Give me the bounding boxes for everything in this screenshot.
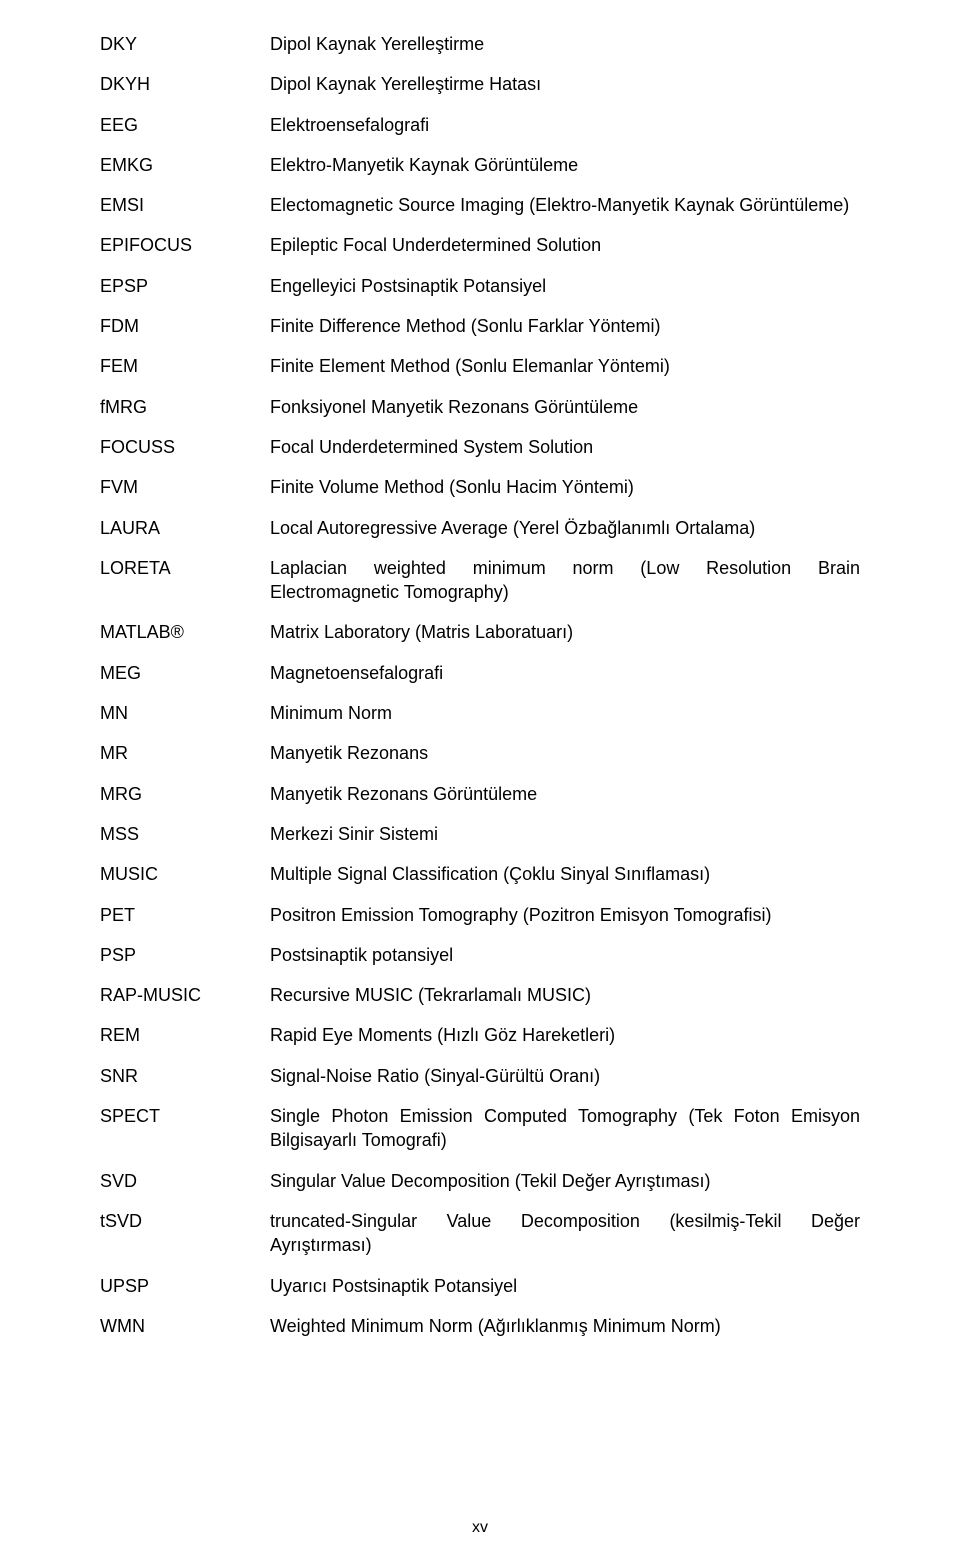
- abbrev-row: WMNWeighted Minimum Norm (Ağırlıklanmış …: [100, 1314, 860, 1338]
- page-number: xv: [0, 1519, 960, 1537]
- abbrev-row: FEMFinite Element Method (Sonlu Elemanla…: [100, 354, 860, 378]
- abbrev-definition: Manyetik Rezonans Görüntüleme: [270, 782, 860, 806]
- abbrev-definition: Magnetoensefalografi: [270, 661, 860, 685]
- abbrev-definition: Finite Difference Method (Sonlu Farklar …: [270, 314, 860, 338]
- abbrev-row: SPECTSingle Photon Emission Computed Tom…: [100, 1104, 860, 1153]
- abbrev-row: MEGMagnetoensefalografi: [100, 661, 860, 685]
- abbrev-row: MUSICMultiple Signal Classification (Çok…: [100, 862, 860, 886]
- abbrev-key: LORETA: [100, 556, 270, 580]
- abbrev-row: SNRSignal-Noise Ratio (Sinyal-Gürültü Or…: [100, 1064, 860, 1088]
- abbrev-key: SVD: [100, 1169, 270, 1193]
- abbrev-row: REMRapid Eye Moments (Hızlı Göz Hareketl…: [100, 1023, 860, 1047]
- abbrev-row: UPSPUyarıcı Postsinaptik Potansiyel: [100, 1274, 860, 1298]
- abbrev-definition: Singular Value Decomposition (Tekil Değe…: [270, 1169, 860, 1193]
- abbrev-key: EPIFOCUS: [100, 233, 270, 257]
- abbrev-key: MR: [100, 741, 270, 765]
- abbrev-key: EEG: [100, 113, 270, 137]
- abbrev-definition: Uyarıcı Postsinaptik Potansiyel: [270, 1274, 860, 1298]
- abbrev-key: LAURA: [100, 516, 270, 540]
- abbrev-row: DKYHDipol Kaynak Yerelleştirme Hatası: [100, 72, 860, 96]
- abbrev-definition: Epileptic Focal Underdetermined Solution: [270, 233, 860, 257]
- abbrev-key: tSVD: [100, 1209, 270, 1233]
- abbrev-key: EPSP: [100, 274, 270, 298]
- abbrev-key: PSP: [100, 943, 270, 967]
- abbrev-definition: Weighted Minimum Norm (Ağırlıklanmış Min…: [270, 1314, 860, 1338]
- abbrev-definition: Local Autoregressive Average (Yerel Özba…: [270, 516, 860, 540]
- abbrev-row: PETPositron Emission Tomography (Pozitro…: [100, 903, 860, 927]
- abbrev-definition: Fonksiyonel Manyetik Rezonans Görüntülem…: [270, 395, 860, 419]
- abbrev-row: FOCUSSFocal Underdetermined System Solut…: [100, 435, 860, 459]
- abbrev-definition: Finite Volume Method (Sonlu Hacim Yöntem…: [270, 475, 860, 499]
- abbrev-definition: Elektroensefalografi: [270, 113, 860, 137]
- abbrev-key: REM: [100, 1023, 270, 1047]
- abbrev-key: PET: [100, 903, 270, 927]
- abbrev-definition: Rapid Eye Moments (Hızlı Göz Hareketleri…: [270, 1023, 860, 1047]
- abbrev-row: MSSMerkezi Sinir Sistemi: [100, 822, 860, 846]
- abbrev-row: EPSPEngelleyici Postsinaptik Potansiyel: [100, 274, 860, 298]
- abbrev-definition: Manyetik Rezonans: [270, 741, 860, 765]
- abbrev-row: LAURALocal Autoregressive Average (Yerel…: [100, 516, 860, 540]
- abbrev-row: FDMFinite Difference Method (Sonlu Farkl…: [100, 314, 860, 338]
- abbrev-row: MRGManyetik Rezonans Görüntüleme: [100, 782, 860, 806]
- abbrev-row: LORETALaplacian weighted minimum norm (L…: [100, 556, 860, 605]
- abbrev-definition: Elektro-Manyetik Kaynak Görüntüleme: [270, 153, 860, 177]
- abbrev-definition: Finite Element Method (Sonlu Elemanlar Y…: [270, 354, 860, 378]
- abbrev-row: MRManyetik Rezonans: [100, 741, 860, 765]
- abbrev-key: MATLAB®: [100, 620, 270, 644]
- abbrev-definition: Signal-Noise Ratio (Sinyal-Gürültü Oranı…: [270, 1064, 860, 1088]
- abbrev-key: MRG: [100, 782, 270, 806]
- abbrev-key: SPECT: [100, 1104, 270, 1128]
- abbrev-key: DKYH: [100, 72, 270, 96]
- abbrev-key: MSS: [100, 822, 270, 846]
- abbreviations-table: DKYDipol Kaynak YerelleştirmeDKYHDipol K…: [100, 32, 860, 1338]
- abbrev-key: SNR: [100, 1064, 270, 1088]
- abbrev-key: MN: [100, 701, 270, 725]
- abbrev-definition: Focal Underdetermined System Solution: [270, 435, 860, 459]
- abbrev-key: EMKG: [100, 153, 270, 177]
- abbrev-key: MUSIC: [100, 862, 270, 886]
- abbrev-key: UPSP: [100, 1274, 270, 1298]
- abbrev-definition: Dipol Kaynak Yerelleştirme: [270, 32, 860, 56]
- abbrev-row: RAP-MUSICRecursive MUSIC (Tekrarlamalı M…: [100, 983, 860, 1007]
- abbrev-row: MATLAB®Matrix Laboratory (Matris Laborat…: [100, 620, 860, 644]
- abbrev-row: EPIFOCUSEpileptic Focal Underdetermined …: [100, 233, 860, 257]
- abbrev-definition: Single Photon Emission Computed Tomograp…: [270, 1104, 860, 1153]
- abbrev-row: fMRGFonksiyonel Manyetik Rezonans Görünt…: [100, 395, 860, 419]
- abbrev-key: DKY: [100, 32, 270, 56]
- abbrev-row: EEGElektroensefalografi: [100, 113, 860, 137]
- abbrev-row: MNMinimum Norm: [100, 701, 860, 725]
- abbrev-key: FOCUSS: [100, 435, 270, 459]
- abbrev-definition: Laplacian weighted minimum norm (Low Res…: [270, 556, 860, 605]
- abbrev-row: FVMFinite Volume Method (Sonlu Hacim Yön…: [100, 475, 860, 499]
- abbrev-definition: Postsinaptik potansiyel: [270, 943, 860, 967]
- abbrev-row: tSVDtruncated-Singular Value Decompositi…: [100, 1209, 860, 1258]
- abbrev-definition: Positron Emission Tomography (Pozitron E…: [270, 903, 860, 927]
- abbrev-row: PSPPostsinaptik potansiyel: [100, 943, 860, 967]
- abbrev-definition: Merkezi Sinir Sistemi: [270, 822, 860, 846]
- abbrev-row: DKYDipol Kaynak Yerelleştirme: [100, 32, 860, 56]
- abbrev-row: SVDSingular Value Decomposition (Tekil D…: [100, 1169, 860, 1193]
- abbrev-key: FDM: [100, 314, 270, 338]
- abbrev-definition: Dipol Kaynak Yerelleştirme Hatası: [270, 72, 860, 96]
- abbrev-definition: Recursive MUSIC (Tekrarlamalı MUSIC): [270, 983, 860, 1007]
- abbrev-key: FEM: [100, 354, 270, 378]
- abbrev-row: EMKGElektro-Manyetik Kaynak Görüntüleme: [100, 153, 860, 177]
- abbrev-key: RAP-MUSIC: [100, 983, 270, 1007]
- abbrev-definition: truncated-Singular Value Decomposition (…: [270, 1209, 860, 1258]
- abbrev-key: WMN: [100, 1314, 270, 1338]
- abbrev-key: fMRG: [100, 395, 270, 419]
- abbrev-definition: Matrix Laboratory (Matris Laboratuarı): [270, 620, 860, 644]
- abbrev-definition: Electomagnetic Source Imaging (Elektro-M…: [270, 193, 860, 217]
- abbrev-key: FVM: [100, 475, 270, 499]
- abbrev-definition: Minimum Norm: [270, 701, 860, 725]
- document-page: DKYDipol Kaynak YerelleştirmeDKYHDipol K…: [0, 0, 960, 1561]
- abbrev-definition: Multiple Signal Classification (Çoklu Si…: [270, 862, 860, 886]
- abbrev-row: EMSIElectomagnetic Source Imaging (Elekt…: [100, 193, 860, 217]
- abbrev-key: EMSI: [100, 193, 270, 217]
- abbrev-key: MEG: [100, 661, 270, 685]
- abbrev-definition: Engelleyici Postsinaptik Potansiyel: [270, 274, 860, 298]
